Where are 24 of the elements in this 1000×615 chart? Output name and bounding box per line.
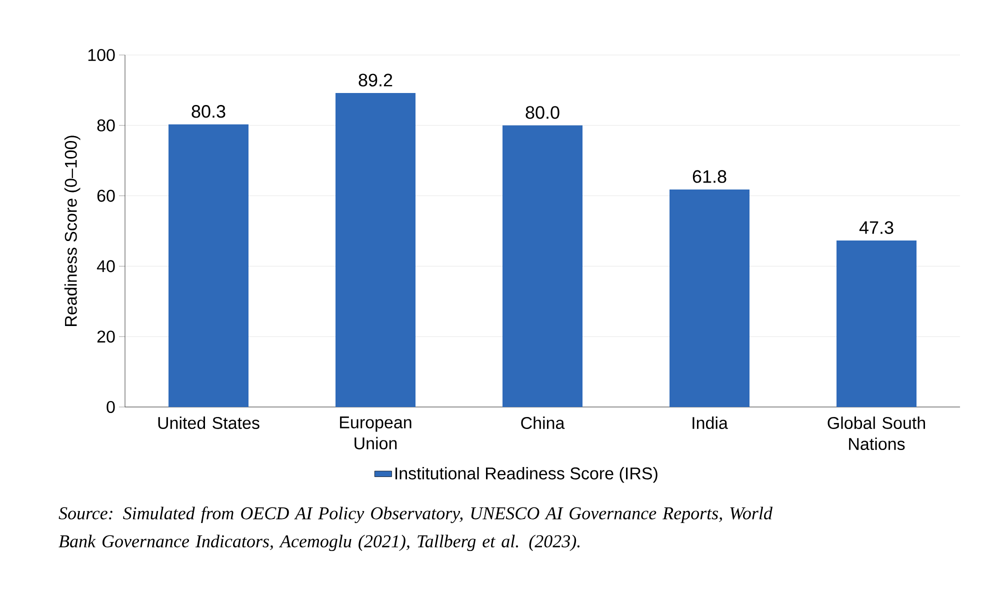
x-tick-label: China xyxy=(521,416,565,430)
bar xyxy=(670,189,750,407)
y-tick-label: 60 xyxy=(97,190,115,202)
y-tick-label: 40 xyxy=(96,260,115,272)
data-label: 80.3 xyxy=(192,105,226,118)
legend-label: Institutional Readiness Score (IRS) xyxy=(395,466,658,483)
y-tick-label: 0 xyxy=(106,400,115,414)
x-tick-label: United States xyxy=(158,416,260,430)
y-axis-title: Readiness Score (0–100) xyxy=(64,136,80,326)
data-label: 61.8 xyxy=(692,170,726,183)
data-label: 47.3 xyxy=(859,221,894,234)
data-label: 80.0 xyxy=(526,106,560,119)
bar xyxy=(168,124,249,407)
x-tick-label: Global South Nations xyxy=(828,416,925,450)
x-tick-label: European Union xyxy=(340,416,412,450)
y-tick-label: 20 xyxy=(97,330,115,343)
bar xyxy=(336,93,416,407)
data-label: 89.2 xyxy=(358,74,392,86)
y-tick-label: 100 xyxy=(88,48,115,62)
y-tick-label: 80 xyxy=(97,119,115,132)
bar xyxy=(502,125,583,407)
source-note: Source: Simulated from OECD AI Policy Observatory, UNESCO AI Governance Reports, World Bank Governance Indicators, Acemoglu (2021), Tallberg et al. (2023). xyxy=(58,506,773,552)
bar xyxy=(836,240,917,407)
x-tick-label: India xyxy=(692,416,728,430)
